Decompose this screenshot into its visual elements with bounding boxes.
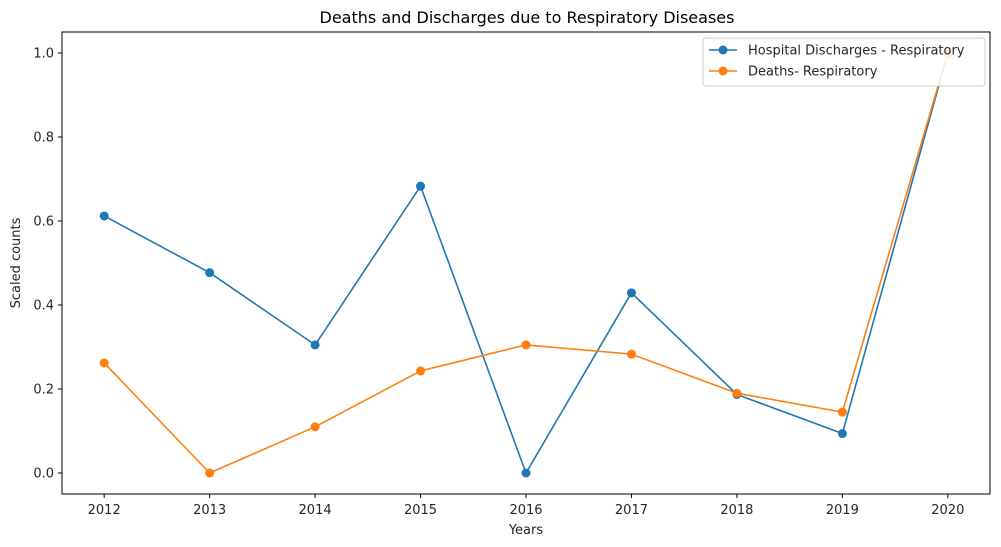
data-point <box>837 429 847 439</box>
y-tick-label: 0.6 <box>33 215 54 230</box>
legend-label: Hospital Discharges - Respiratory <box>748 44 965 59</box>
data-point <box>205 468 215 478</box>
legend-marker <box>718 45 728 55</box>
x-tick-label: 2018 <box>720 503 753 518</box>
x-tick-label: 2020 <box>931 503 964 518</box>
y-tick-label: 1.0 <box>33 47 54 62</box>
data-point <box>416 366 426 376</box>
data-point <box>99 358 109 368</box>
y-tick-label: 0.4 <box>33 299 54 314</box>
data-point <box>626 349 636 359</box>
x-tick-label: 2015 <box>404 503 437 518</box>
x-axis: 2012 2013 2014 2015 2016 2017 2018 2019 2020 <box>88 494 964 518</box>
legend-label: Deaths- Respiratory <box>748 65 878 80</box>
data-point <box>626 288 636 298</box>
data-point <box>99 211 109 221</box>
data-point <box>310 422 320 432</box>
y-tick-label: 0.8 <box>33 131 54 146</box>
legend-item: Hospital Discharges - Respiratory <box>709 44 965 59</box>
series-line <box>103 52 949 474</box>
chart-title: Deaths and Discharges due to Respiratory… <box>320 8 735 27</box>
data-point <box>416 181 426 191</box>
data-point <box>837 407 847 417</box>
plot-frame <box>61 31 991 495</box>
y-tick-label: 0.0 <box>33 467 54 482</box>
x-tick-label: 2014 <box>299 503 332 518</box>
y-axis-label: Scaled counts <box>9 217 24 308</box>
data-point <box>732 388 742 398</box>
data-point <box>521 468 531 478</box>
x-tick-label: 2012 <box>88 503 121 518</box>
legend: Hospital Discharges - Respiratory Deaths-… <box>702 37 986 87</box>
plot-area <box>99 48 953 478</box>
x-tick-label: 2019 <box>826 503 859 518</box>
y-tick-label: 0.2 <box>33 383 54 398</box>
legend-marker <box>718 66 728 76</box>
series-2 <box>99 48 953 478</box>
data-point <box>205 268 215 278</box>
x-axis-label: Years <box>508 523 544 538</box>
legend-box <box>702 37 986 87</box>
data-point <box>310 340 320 350</box>
data-point <box>521 340 531 350</box>
series-1 <box>99 48 953 478</box>
legend-item: Deaths- Respiratory <box>709 65 878 80</box>
y-axis: 0.0 0.2 0.4 0.6 0.8 1.0 <box>33 47 62 482</box>
series-line <box>103 52 949 474</box>
x-tick-label: 2017 <box>615 503 648 518</box>
x-tick-label: 2013 <box>193 503 226 518</box>
x-tick-label: 2016 <box>509 503 542 518</box>
